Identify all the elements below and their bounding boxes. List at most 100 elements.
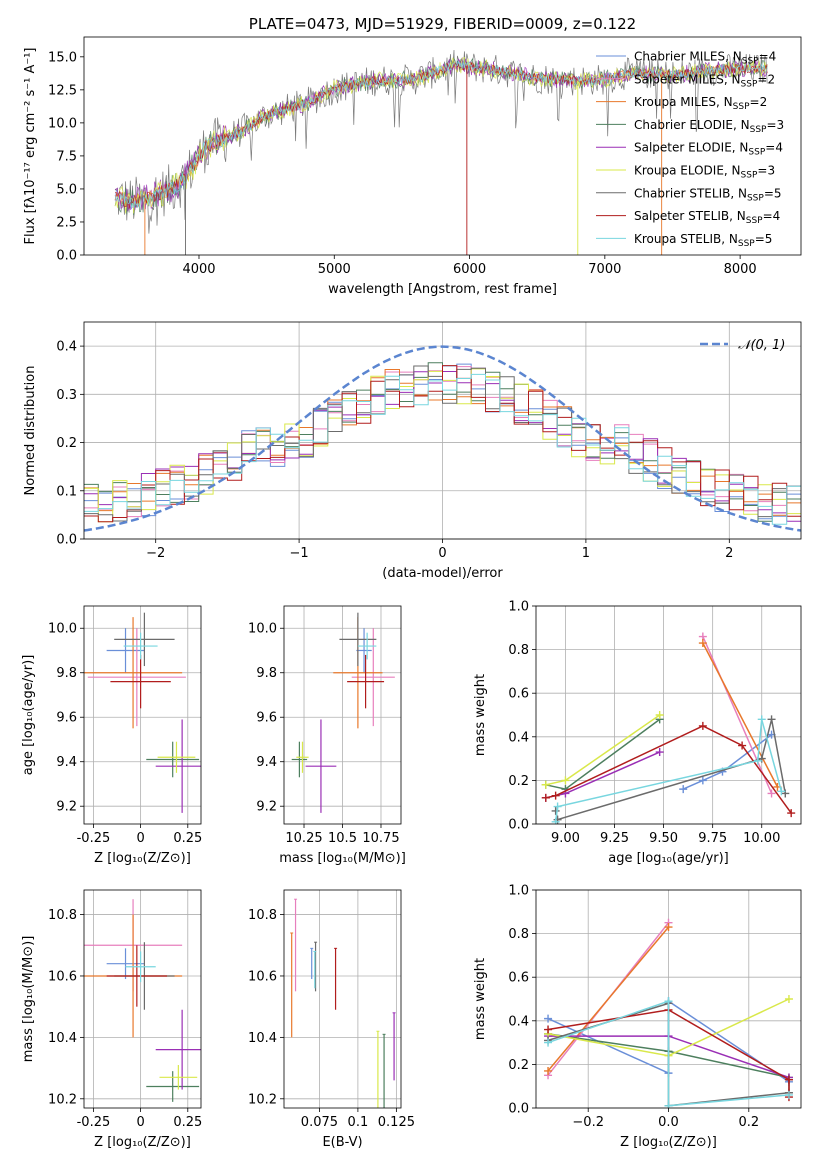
axes-age-vs-Z: -0.25 0 0.25 9.2 9.4 9.6 9.8 10.0 Z [log₁₀(Z/Z⊙)… — [21, 605, 202, 866]
x-axis-label: wavelength [Angstrom, rest frame] — [328, 282, 557, 297]
legend-entry: Chabrier ELODIE, NSSP=3 — [634, 118, 784, 135]
tick-label-y: 0.8 — [508, 643, 529, 658]
tick-label-y: 9.4 — [256, 755, 277, 770]
plot-area — [84, 612, 201, 813]
x-axis-label: mass [log₁₀(M/M⊙)] — [279, 851, 406, 866]
weight-marker — [679, 785, 688, 794]
tick-label-y: 0.2 — [508, 1058, 529, 1073]
weight-marker — [544, 1066, 553, 1075]
tick-label-y: 1.0 — [508, 600, 529, 615]
weight-marker — [784, 1090, 793, 1099]
tick-label-y: 10.0 — [48, 622, 77, 637]
weight-marker — [698, 776, 707, 785]
tick-label-x: 9.25 — [600, 831, 629, 846]
weight-marker — [561, 776, 570, 785]
histogram-salpeter-stelib — [84, 365, 801, 523]
histogram-kroupa-stelib — [84, 373, 801, 525]
tick-label-x: 4000 — [182, 262, 215, 277]
tick-label-x: -0.25 — [77, 1115, 111, 1130]
axes-frame — [535, 605, 802, 825]
ticks: -0.25 0 0.25 9.2 9.4 9.6 9.8 10.0 — [48, 622, 202, 846]
tick-label-y: 10.2 — [48, 1092, 77, 1107]
weight-marker — [664, 1101, 673, 1108]
tick-label-x: 0.2 — [738, 1115, 759, 1130]
tick-label-x: 7000 — [588, 262, 621, 277]
tick-label-x: 0.0 — [658, 1115, 679, 1130]
weight-line-kroupa-miles — [702, 642, 779, 788]
axes-weight-vs-age: 9.00 9.25 9.50 9.75 10.00 0.0 0.2 0.4 0.6 0.8 1.0 a… — [473, 600, 802, 866]
weight-marker — [698, 639, 707, 648]
spectrum-line-salpeter-stelib — [114, 61, 768, 209]
y-axis-label: mass weight — [473, 958, 488, 1040]
weight-marker — [784, 995, 793, 1003]
plot-area — [544, 918, 793, 1108]
tick-label-x: 0.25 — [173, 1115, 202, 1130]
tick-label-y: 0.6 — [508, 687, 529, 702]
tick-label-y: 10.4 — [48, 1031, 77, 1046]
grid — [284, 890, 401, 1108]
weight-line-salpeter-stelib — [545, 725, 792, 814]
tick-label-y: 10.4 — [248, 1031, 277, 1046]
tick-label-y: 0.4 — [56, 340, 77, 355]
tick-label-x: −0.2 — [572, 1115, 604, 1130]
weight-line-salpeter-elodie — [545, 751, 661, 799]
y-axis-label: mass weight — [473, 674, 488, 756]
tick-label-x: 0 — [136, 1115, 144, 1130]
weight-marker — [664, 923, 673, 932]
weight-line-kroupa-miles — [547, 926, 670, 1072]
spectrum-line-kroupa-stelib — [114, 60, 768, 209]
legend-entry: Kroupa MILES, NSSP=2 — [634, 95, 767, 112]
y-axis-label: mass [log₁₀(M/M⊙)] — [21, 936, 36, 1063]
tick-label-y: 10.8 — [48, 908, 77, 923]
weight-line-kroupa-stelib — [547, 1000, 790, 1107]
weight-marker — [544, 1014, 553, 1023]
weight-marker — [551, 791, 560, 800]
x-axis-label: age [log₁₀(age/yr)] — [608, 851, 729, 866]
tick-label-y: 0.0 — [56, 249, 77, 264]
tick-label-x: 9.75 — [698, 831, 727, 846]
plot-area — [291, 612, 395, 813]
weight-marker — [544, 1038, 553, 1047]
tick-label-y: 10.8 — [248, 908, 277, 923]
ticks: 0.075 0.1 0.125 10.2 10.4 10.6 10.8 — [248, 908, 415, 1130]
tick-label-y: 10.6 — [248, 969, 277, 984]
y-axis-label: age [log₁₀(age/yr)] — [21, 655, 36, 776]
legend-entry: Chabrier MILES, NSSP=4 — [634, 50, 776, 67]
weight-marker — [541, 780, 550, 789]
weight-line-salpeter-miles — [702, 636, 773, 794]
tick-label-x: 9.50 — [649, 831, 678, 846]
tick-label-x: 5000 — [318, 262, 351, 277]
tick-label-y: 10.0 — [48, 116, 77, 131]
tick-label-y: 9.4 — [56, 755, 77, 770]
tick-label-y: 0.8 — [508, 927, 529, 942]
weight-marker — [544, 1025, 553, 1034]
axes-frame — [83, 36, 802, 256]
tick-label-y: 0.2 — [508, 774, 529, 789]
axes-frame — [83, 321, 802, 540]
grid — [84, 606, 201, 824]
tick-label-y: 0.1 — [56, 484, 77, 499]
tick-label-y: 10.0 — [248, 622, 277, 637]
ticks: 9.00 9.25 9.50 9.75 10.00 0.0 0.2 0.4 0.6 0.8 1.0 — [508, 600, 780, 847]
axes-frame — [283, 605, 402, 825]
weight-marker — [787, 809, 796, 818]
tick-label-y: 0.4 — [508, 730, 529, 745]
axes-frame — [83, 889, 202, 1109]
tick-label-x: 1 — [582, 546, 590, 561]
tick-label-x: 10.25 — [285, 831, 322, 846]
gaussian-reference-curve — [84, 345, 801, 532]
ticks: 4000 5000 6000 7000 8000 0.0 2.5 5.0 7.5 10.0 12.5… — [48, 50, 757, 277]
tick-label-x: −2 — [146, 546, 165, 561]
weight-marker — [551, 817, 560, 824]
legend-entry: 𝒩(0, 1) — [738, 338, 785, 353]
tick-label-x: 0 — [136, 831, 144, 846]
weight-marker — [767, 789, 776, 798]
x-axis-label: Z [log₁₀(Z/Z⊙)] — [94, 851, 191, 866]
axes-mass-vs-ebv: 0.075 0.1 0.125 10.2 10.4 10.6 10.8 E(B-V) — [248, 889, 415, 1150]
tick-label-y: 9.8 — [56, 666, 77, 681]
tick-label-x: 9.00 — [551, 831, 580, 846]
tick-label-y: 10.2 — [248, 1092, 277, 1107]
weight-marker — [655, 748, 664, 757]
grid — [84, 322, 801, 540]
tick-label-y: 7.5 — [56, 149, 77, 164]
